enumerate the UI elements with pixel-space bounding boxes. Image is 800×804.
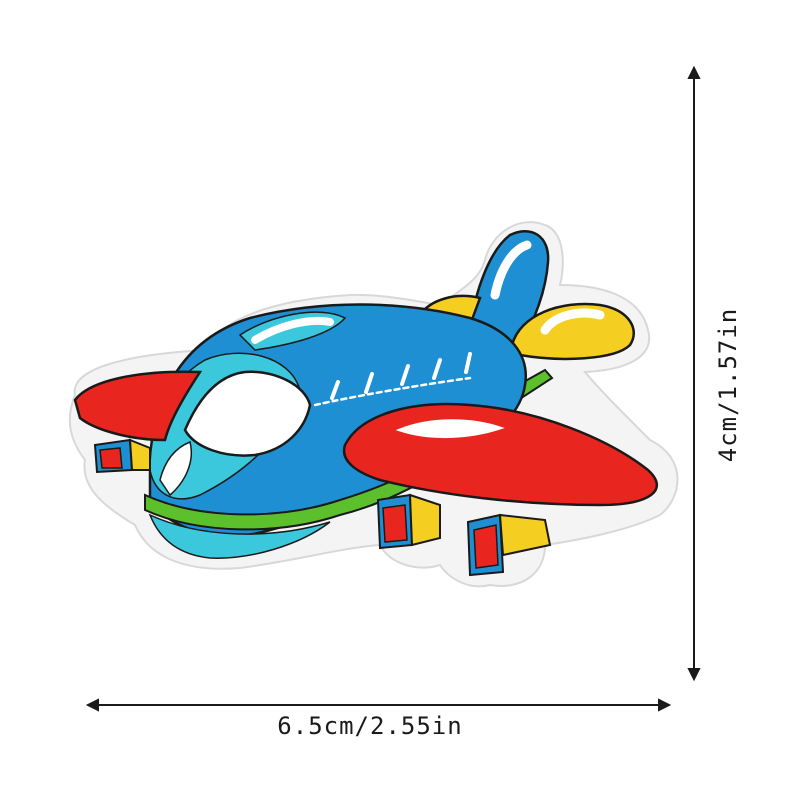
height-dimension-label: 4cm/1.57in — [714, 275, 742, 495]
right-engine-inner — [378, 495, 440, 548]
width-dimension-label: 6.5cm/2.55in — [240, 712, 500, 740]
height-dimension-arrow — [689, 68, 699, 679]
width-dimension-arrow — [88, 700, 669, 710]
left-engine — [95, 440, 150, 472]
